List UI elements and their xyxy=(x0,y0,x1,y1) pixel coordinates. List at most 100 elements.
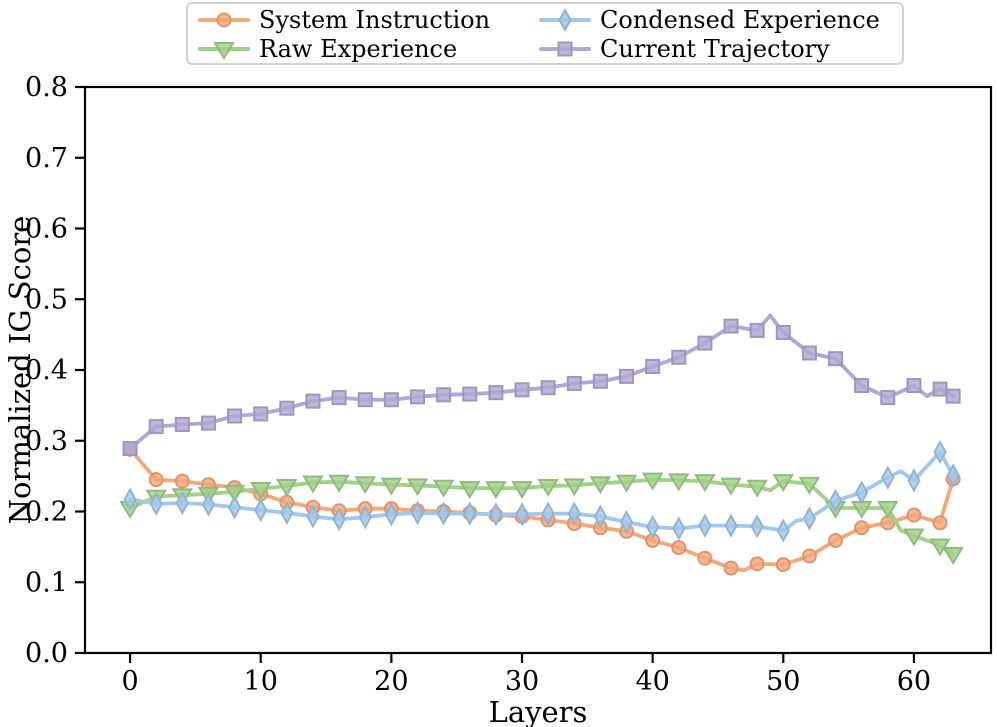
legend-label: Current Trajectory xyxy=(600,35,830,63)
y-tick-label: 0.8 xyxy=(25,72,68,103)
square-marker xyxy=(854,378,870,394)
triangle-down-marker xyxy=(302,475,324,494)
thin-diamond-marker xyxy=(306,504,320,529)
triangle-down-marker xyxy=(668,473,690,492)
square-marker xyxy=(331,390,347,406)
legend-item-raw-experience: Raw Experience xyxy=(198,35,457,63)
square-marker xyxy=(540,380,556,396)
legend-label: System Instruction xyxy=(259,6,490,34)
y-tick-label: 0.5 xyxy=(25,284,68,315)
legend-label: Condensed Experience xyxy=(600,6,880,34)
circle-marker xyxy=(801,548,817,564)
thin-diamond-marker xyxy=(946,463,960,488)
triangle-down-marker xyxy=(615,474,638,493)
square-marker xyxy=(514,382,530,398)
square-marker xyxy=(227,408,243,424)
thin-diamond-marker xyxy=(410,500,425,525)
triangle-down-marker xyxy=(746,479,768,498)
triangle-down-marker xyxy=(276,479,298,497)
y-tick-label: 0.0 xyxy=(25,638,68,669)
triangle-down-marker xyxy=(485,481,507,500)
circle-marker xyxy=(775,557,791,573)
square-marker xyxy=(723,318,739,334)
triangle-down-marker xyxy=(772,474,795,493)
triangle-down-marker xyxy=(249,481,272,500)
thin-diamond-marker xyxy=(593,504,608,529)
square-marker xyxy=(880,390,896,406)
triangle-down-marker xyxy=(511,481,533,500)
triangle-down-marker xyxy=(877,500,899,519)
square-marker xyxy=(409,389,425,405)
thin-diamond-marker xyxy=(149,491,163,516)
square-marker xyxy=(357,392,373,408)
square-marker xyxy=(566,375,582,391)
thin-diamond-marker xyxy=(436,501,451,526)
triangle-down-marker xyxy=(328,474,350,493)
thin-diamond-marker xyxy=(828,488,843,513)
square-marker xyxy=(148,419,164,435)
square-marker xyxy=(488,385,504,401)
axes-layer: 0 10 20 30 40 50 60 0.0 0.1 0.2 0.3 0.4 0.5 0.6 0.7 0.8… xyxy=(3,72,993,727)
series-condensed-experience xyxy=(123,439,960,543)
square-marker xyxy=(697,335,713,351)
thin-diamond-marker xyxy=(881,465,895,490)
thin-diamond-marker xyxy=(619,510,634,535)
circle-marker xyxy=(216,12,232,28)
y-tick-label: 0.4 xyxy=(25,355,68,386)
square-marker xyxy=(383,392,399,408)
triangle-down-marker xyxy=(354,476,376,495)
triangle-down-marker xyxy=(380,477,403,496)
square-marker xyxy=(592,373,608,389)
square-marker xyxy=(436,387,452,403)
series-layer xyxy=(119,313,964,576)
square-marker xyxy=(462,386,478,402)
thin-diamond-marker xyxy=(567,501,581,526)
x-tick-label: 60 xyxy=(897,666,931,697)
triangle-down-marker xyxy=(458,481,481,500)
thin-diamond-marker xyxy=(776,518,790,543)
square-marker xyxy=(801,345,817,361)
x-tick-label: 30 xyxy=(505,666,539,697)
series-line-system-instruction xyxy=(128,447,955,573)
legend-label: Raw Experience xyxy=(259,35,457,63)
square-marker xyxy=(775,325,791,341)
triangle-down-marker xyxy=(432,479,455,498)
legend-item-current-trajectory: Current Trajectory xyxy=(539,35,830,63)
circle-marker xyxy=(906,507,922,523)
legend-box xyxy=(186,2,904,65)
circle-marker xyxy=(749,556,765,572)
circle-marker xyxy=(723,560,739,576)
triangle-down-marker xyxy=(720,477,742,496)
thin-diamond-marker xyxy=(672,516,686,541)
thin-diamond-marker xyxy=(489,502,503,527)
square-marker xyxy=(749,322,765,338)
thin-diamond-marker xyxy=(541,501,555,526)
triangle-down-marker xyxy=(942,546,964,565)
thin-diamond-marker xyxy=(933,439,947,465)
x-tick-label: 10 xyxy=(244,666,278,697)
thin-diamond-marker xyxy=(855,480,869,505)
legend-item-system-instruction: System Instruction xyxy=(198,6,490,34)
triangle-down-marker xyxy=(798,476,821,495)
thin-diamond-marker xyxy=(254,498,268,523)
circle-marker xyxy=(148,472,164,488)
x-tick-label: 20 xyxy=(374,666,408,697)
square-marker xyxy=(200,415,216,431)
x-tick-label: 50 xyxy=(766,666,800,697)
thin-diamond-marker xyxy=(515,502,529,527)
thin-diamond-marker xyxy=(123,487,137,512)
square-marker xyxy=(906,378,922,394)
thin-diamond-marker xyxy=(463,501,477,526)
square-marker xyxy=(305,393,321,409)
thin-diamond-marker xyxy=(724,513,738,538)
triangle-down-marker xyxy=(903,528,925,547)
square-marker xyxy=(619,368,635,384)
y-tick-label: 0.3 xyxy=(25,426,68,457)
circle-marker xyxy=(828,533,844,549)
thin-diamond-marker xyxy=(558,7,572,33)
y-tick-label: 0.7 xyxy=(25,143,68,174)
triangle-down-marker xyxy=(406,478,429,497)
triangle-down-marker xyxy=(641,472,664,491)
